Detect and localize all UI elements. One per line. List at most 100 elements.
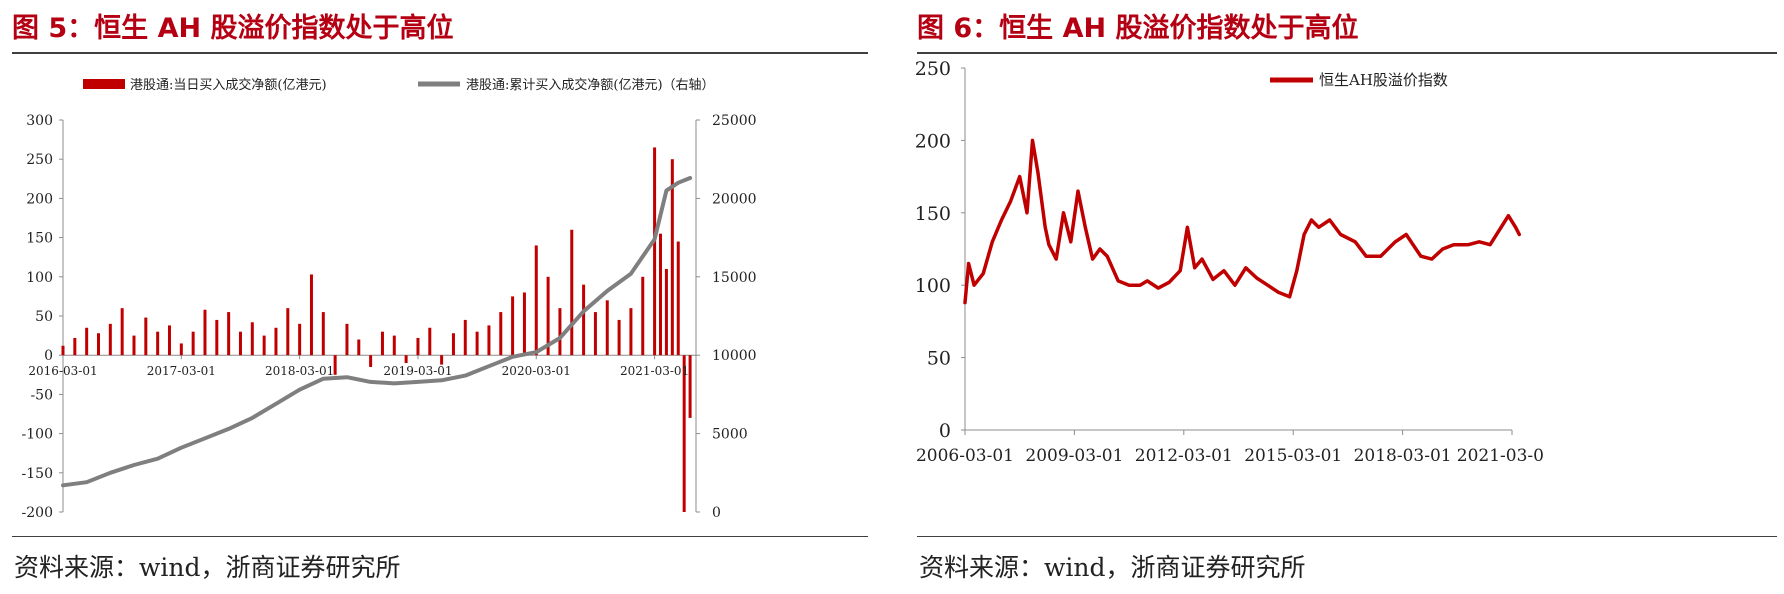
y-tick-label: 100 (915, 275, 951, 297)
daily-bar (582, 284, 586, 356)
legend-label-ah: 恒生AH股溢价指数 (1319, 71, 1448, 89)
daily-bar (605, 300, 609, 356)
daily-bar (369, 355, 373, 367)
ah-premium-series-line (963, 138, 1522, 305)
x-tick-label: 2020-03-01 (502, 364, 571, 378)
daily-bar (191, 331, 195, 356)
y-tick-label: 0 (939, 420, 951, 442)
figure-6-title: 图 6：恒生 AH 股溢价指数处于高位 (917, 13, 1359, 44)
daily-bar (321, 312, 325, 356)
daily-bar (380, 331, 384, 356)
daily-bar (641, 276, 645, 356)
x-tick-label: 2019-03-01 (383, 364, 452, 378)
daily-bar (475, 331, 479, 356)
daily-bar (238, 331, 242, 356)
y-tick-label: 250 (915, 58, 951, 80)
daily-bar (262, 335, 266, 356)
daily-bar (227, 312, 231, 356)
ah-premium-line (963, 138, 1522, 305)
y-tick-label: -50 (30, 387, 53, 403)
x-tick-label: 2017-03-01 (147, 364, 216, 378)
daily-bar (132, 335, 136, 356)
daily-bar (682, 355, 686, 512)
y-tick-label: -150 (22, 466, 53, 482)
daily-bar (73, 337, 77, 356)
daily-bar (120, 308, 124, 356)
y2-tick-label: 0 (712, 505, 721, 521)
legend-swatch-daily (83, 79, 125, 89)
y-tick-label: -200 (22, 505, 53, 521)
axes (961, 67, 1513, 435)
figure-5-title: 图 5：恒生 AH 股溢价指数处于高位 (12, 13, 454, 44)
source-rule (12, 536, 868, 537)
daily-bar (629, 308, 633, 356)
cumulative-series-line (61, 176, 693, 488)
x-tick-label: 2018-03-01 (265, 364, 334, 378)
y-tick-label: 250 (26, 152, 53, 168)
daily-bar (203, 309, 207, 356)
daily-bar (617, 319, 621, 356)
y-tick-label: 200 (26, 191, 53, 207)
daily-bar (215, 319, 219, 356)
y-tick-label: 300 (26, 113, 53, 129)
daily-bar (463, 319, 467, 356)
legend: 港股通:当日买入成交净额(亿港元) 港股通:累计买入成交净额(亿港元)（右轴） (83, 77, 715, 93)
daily-bar (274, 327, 278, 356)
daily-bar (61, 345, 65, 356)
daily-bar (298, 323, 302, 356)
daily-bar (558, 308, 562, 356)
daily-bar (664, 268, 668, 356)
figure-6-chart: 恒生AH股溢价指数 0 50 100 150 200 250 2006-03-01 2009-… (915, 58, 1544, 466)
daily-bar (404, 355, 408, 364)
daily-bar (534, 245, 538, 356)
daily-bar (593, 312, 597, 356)
daily-bar (250, 322, 254, 356)
daily-bar (345, 323, 349, 356)
daily-bar (85, 327, 89, 356)
cumulative-line (61, 176, 693, 488)
y2-tick-label: 25000 (712, 113, 757, 129)
legend-label-cumulative: 港股通:累计买入成交净额(亿港元)（右轴） (466, 77, 715, 93)
daily-bar (333, 355, 337, 375)
y2-tick-label: 20000 (712, 191, 757, 207)
x-tick-label: 2016-03-01 (28, 364, 97, 378)
daily-bar (511, 296, 515, 356)
axes (59, 119, 700, 513)
legend: 恒生AH股溢价指数 (1270, 71, 1448, 89)
daily-bar (659, 233, 663, 356)
daily-bar (499, 312, 503, 356)
daily-bar (428, 327, 432, 356)
daily-bar (522, 292, 526, 356)
y-tick-label: -100 (22, 427, 53, 443)
daily-bar (167, 325, 171, 356)
y2-tick-label: 10000 (712, 348, 757, 364)
daily-bar (144, 317, 148, 356)
daily-bar (179, 343, 183, 356)
y-tick-label: 150 (26, 231, 53, 247)
daily-bar (570, 229, 574, 356)
y2-tick-label: 15000 (712, 270, 757, 286)
daily-bar (546, 276, 550, 356)
x-tick-label: 2021-03-0 (1457, 446, 1544, 466)
figure-5-panel: 图 5：恒生 AH 股溢价指数处于高位 港股通:当日买入成交净额(亿港元) 港股… (0, 0, 870, 594)
x-tick-label: 2006-03-01 (916, 446, 1014, 466)
daily-bar (688, 355, 692, 418)
y-tick-label: 100 (26, 270, 53, 286)
title-rule (917, 52, 1777, 54)
y-tick-label: 150 (915, 203, 951, 225)
figure-5-chart: 港股通:当日买入成交净额(亿港元) 港股通:累计买入成交净额(亿港元)（右轴） … (22, 77, 757, 521)
y-tick-label: 0 (44, 348, 53, 364)
x-tick-label: 2021-03-01 (620, 364, 689, 378)
figure-6-panel: 图 6：恒生 AH 股溢价指数处于高位 恒生AH股溢价指数 0 50 100 150 2… (905, 0, 1784, 594)
daily-bar (653, 147, 657, 356)
source-rule (917, 536, 1777, 537)
daily-bar (440, 355, 444, 365)
source-note: 资料来源：wind，浙商证券研究所 (919, 553, 1306, 582)
y-tick-label: 50 (35, 309, 53, 325)
y-tick-label: 50 (927, 348, 951, 370)
y-tick-label: 200 (915, 130, 951, 152)
x-tick-label: 2018-03-01 (1354, 446, 1452, 466)
tick-labels: 0 50 100 150 200 250 2006-03-01 2009-03-01 2012-… (915, 58, 1544, 466)
legend-label-daily: 港股通:当日买入成交净额(亿港元) (130, 77, 327, 93)
title-rule (12, 52, 868, 54)
